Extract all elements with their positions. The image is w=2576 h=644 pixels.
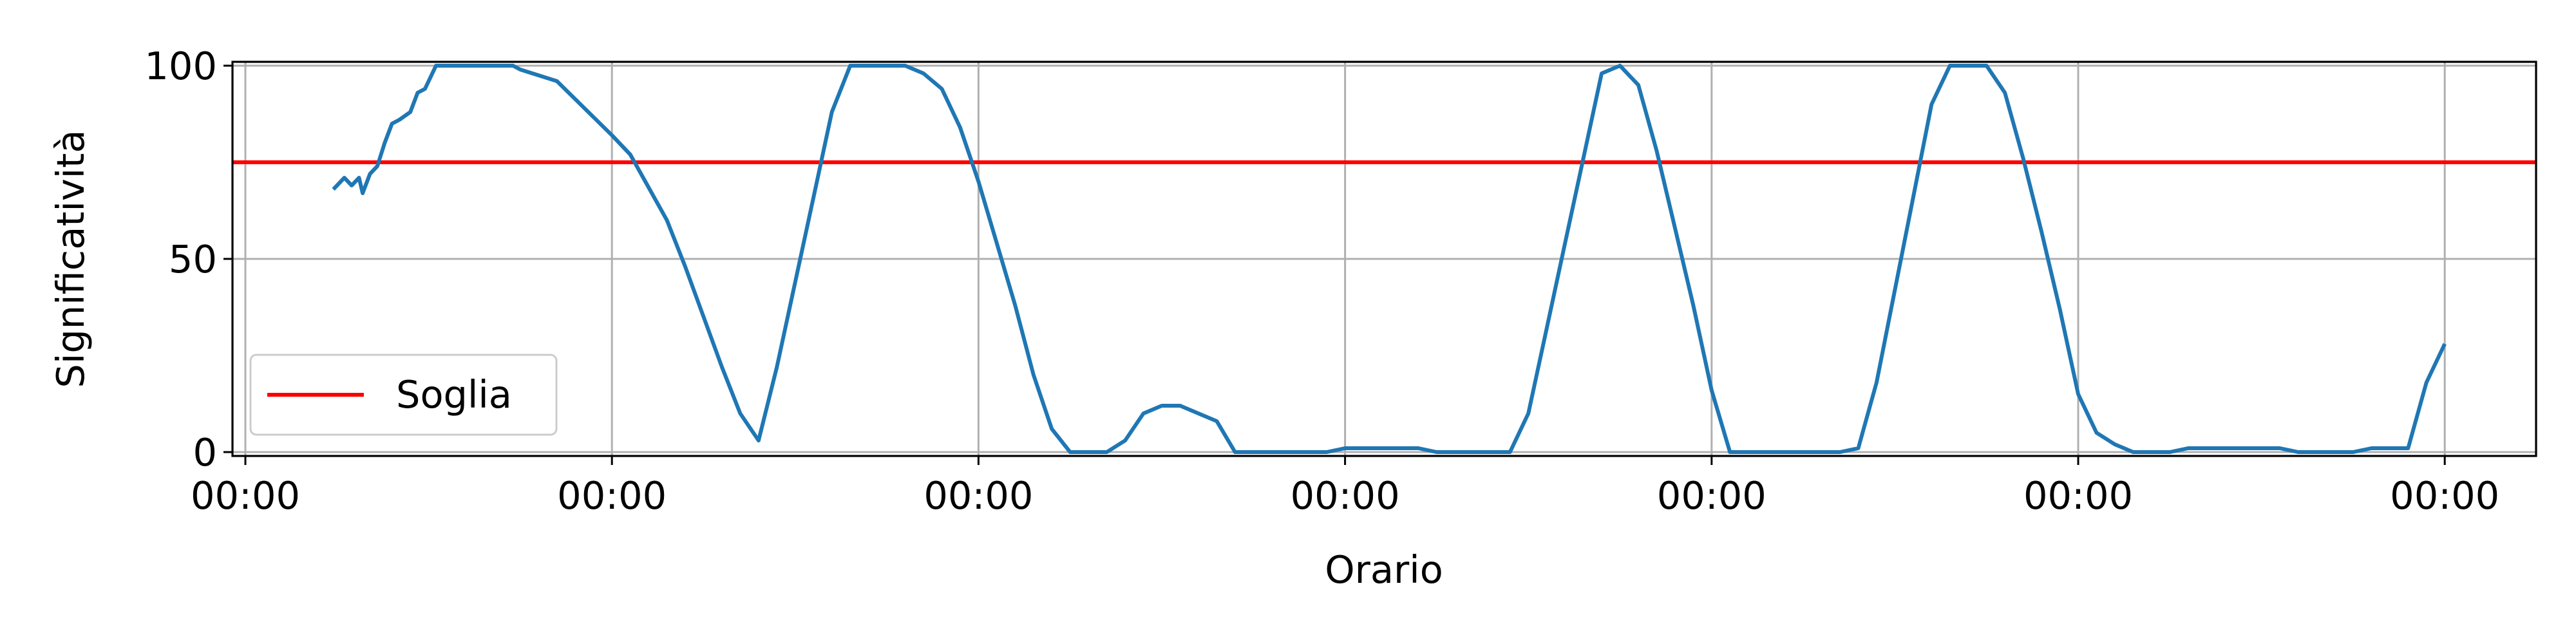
x-tick-label: 00:00 <box>923 473 1033 518</box>
x-tick-label: 00:00 <box>2390 473 2499 518</box>
x-tick-label: 00:00 <box>1657 473 1766 518</box>
x-axis-ticks: 00:00 00:00 00:00 00:00 00:00 00:00 00:00 <box>191 456 2499 518</box>
y-tick-label: 50 <box>169 237 217 281</box>
y-axis-label: Significatività <box>48 130 93 388</box>
legend: Soglia <box>249 354 558 436</box>
legend-box <box>249 354 558 436</box>
grid <box>232 62 2536 456</box>
y-tick-label: 0 <box>193 430 217 475</box>
x-tick-label: 00:00 <box>557 473 667 518</box>
legend-label-soglia: Soglia <box>396 372 512 417</box>
x-tick-label: 00:00 <box>191 473 300 518</box>
x-tick-label: 00:00 <box>1291 473 1400 518</box>
series-layer <box>332 64 2447 454</box>
series-line <box>332 64 2447 454</box>
x-axis-label: Orario <box>1325 547 1443 592</box>
x-tick-label: 00:00 <box>2023 473 2133 518</box>
y-axis-ticks: 0 50 100 <box>144 44 232 475</box>
y-tick-label: 100 <box>144 44 217 88</box>
